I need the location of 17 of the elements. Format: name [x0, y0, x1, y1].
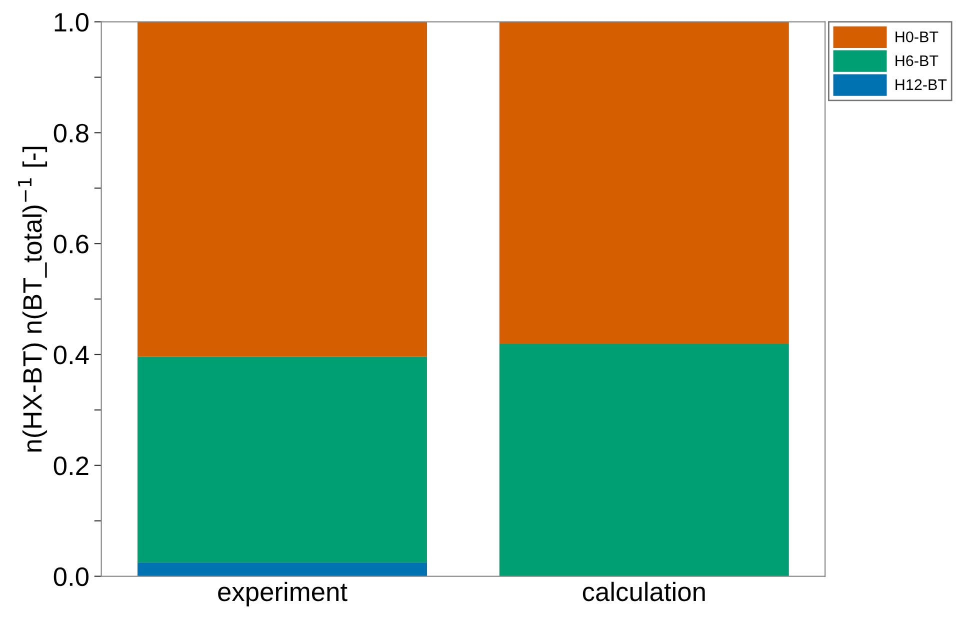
y-tick-label: 0.4 [54, 346, 89, 364]
legend-label: H0-BT [896, 31, 938, 42]
x-tick-label: calculation [582, 582, 705, 602]
bar [138, 356, 428, 562]
y-axis-title: n(HX-BT) n(BT_total)$^{−1}$ [-] [18, 146, 48, 452]
bar [499, 22, 789, 344]
bar [138, 22, 428, 357]
y-tick-label: 0.8 [54, 124, 88, 143]
y-tick-label: 0.6 [54, 234, 88, 254]
y-tick-label: 0.2 [54, 456, 88, 476]
bar [499, 344, 789, 576]
y-tick-label: 0.0 [54, 567, 88, 586]
legend-label: H12-BT [896, 79, 947, 90]
legend-label: H6-BT [896, 55, 938, 66]
y-tick-label: 1.0 [54, 12, 88, 32]
bar [138, 562, 428, 576]
x-tick-label: experiment [218, 582, 348, 606]
